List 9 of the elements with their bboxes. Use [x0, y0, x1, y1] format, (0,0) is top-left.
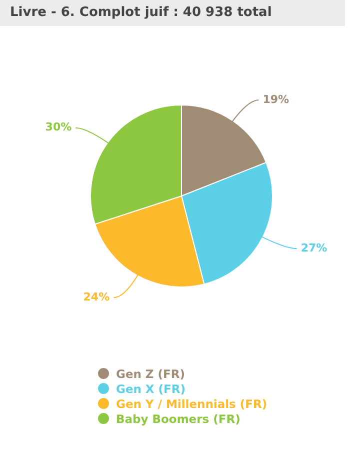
data-label: 24%	[83, 290, 110, 304]
chart-title: Livre - 6. Complot juif : 40 938 total	[0, 0, 345, 26]
legend-label: Gen Y / Millennials (FR)	[116, 396, 268, 410]
legend-label: Gen X (FR)	[116, 382, 186, 396]
data-label: 30%	[45, 120, 72, 134]
data-label: 19%	[262, 92, 290, 106]
legend-label: Gen Z (FR)	[116, 366, 185, 380]
data-label: 27%	[300, 242, 328, 255]
legend-label: Baby Boomers (FR)	[116, 412, 240, 426]
